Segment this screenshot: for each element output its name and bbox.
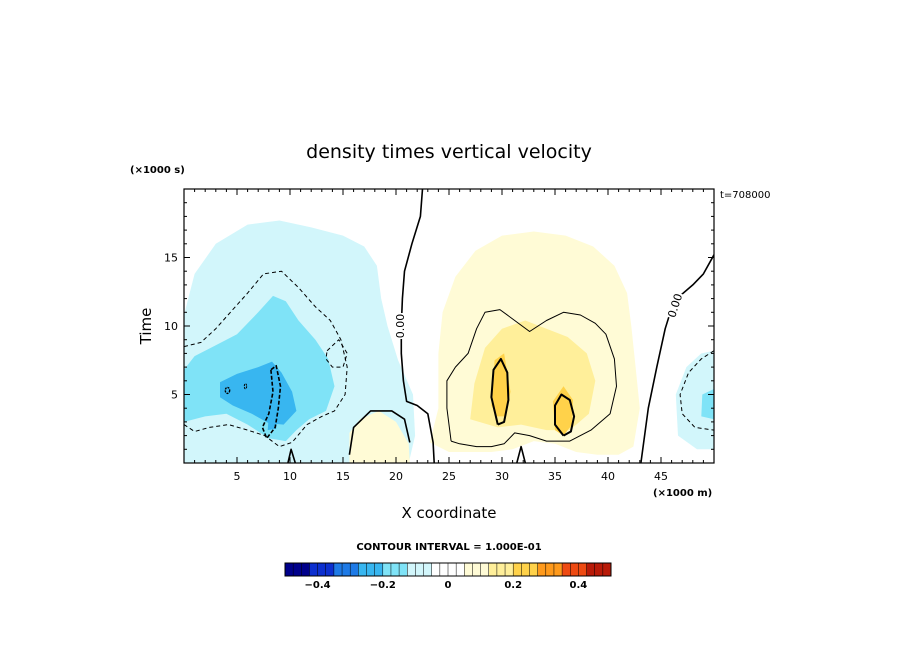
colorbar-frame [284, 562, 612, 577]
x-axis-unit: (×1000 m) [653, 488, 712, 499]
colorbar-swatch [570, 563, 579, 576]
neg-contour-ring [224, 386, 231, 395]
colorbar-swatch [423, 563, 432, 576]
colorbar-swatch [293, 563, 302, 576]
zero-contour-label-west: 0.00 [394, 313, 407, 339]
colorbar-tick-label: −0.4 [305, 580, 331, 591]
colorbar-swatch [407, 563, 416, 576]
y-tick-label: 15 [164, 252, 178, 265]
colorbar-swatch [529, 563, 538, 576]
colorbar-swatch [505, 563, 514, 576]
colorbar-tick-label: 0 [445, 580, 452, 591]
pos-contour-strong-west [490, 357, 510, 426]
x-tick-label: 30 [495, 470, 509, 483]
time-annotation: t=708000 [720, 190, 770, 201]
colorbar-swatch [366, 563, 375, 576]
x-axis-label: X coordinate [401, 504, 496, 522]
colorbar-swatch [578, 563, 587, 576]
zero-contour-west [400, 189, 435, 463]
colorbar-swatch [415, 563, 424, 576]
x-tick-label: 20 [389, 470, 403, 483]
colorbar-swatch [431, 563, 441, 576]
x-tick-label: 40 [601, 470, 615, 483]
x-tick-label: 45 [654, 470, 668, 483]
colorbar-swatch [448, 563, 457, 576]
colorbar-swatch [390, 563, 400, 576]
colorbar-swatch [480, 563, 490, 576]
contour-label-bg [394, 313, 406, 339]
colorbar-swatch [358, 563, 367, 576]
colorbar-swatch [594, 563, 604, 576]
neg-contour-strong [261, 364, 282, 440]
x-tick-label: 10 [283, 470, 297, 483]
neg-contour-ring [243, 383, 248, 390]
colorbar-tick-label: −0.2 [370, 580, 396, 591]
colorbar-swatch [342, 563, 351, 576]
contour-label-text: 0.00 [394, 314, 407, 339]
zero-contour-stub [516, 445, 527, 463]
chart-title: density times vertical velocity [306, 141, 592, 163]
colorbar-swatch [439, 563, 449, 576]
colorbar-swatch [374, 563, 384, 576]
colorbar-swatch [456, 563, 465, 576]
x-tick-label: 5 [234, 470, 241, 483]
colorbar-swatch [399, 563, 408, 576]
colorbar-swatch [350, 563, 359, 576]
contour-label-bg [665, 291, 684, 320]
colorbar-swatch [553, 563, 563, 576]
pos-contour-strong-east [554, 393, 576, 437]
colorbar-tick-label: 0.2 [504, 580, 522, 591]
colorbar-swatch [496, 563, 506, 576]
contour-fill-6 [357, 421, 402, 457]
y-tick-label: 10 [164, 320, 178, 333]
x-tick-label: 35 [548, 470, 562, 483]
contour-fill-12 [558, 397, 570, 428]
colorbar-swatch [521, 563, 530, 576]
contour-fill-15 [701, 389, 714, 420]
zero-contour-small-north [348, 410, 411, 455]
colorbar-swatch [545, 563, 555, 576]
colorbar-swatch [586, 563, 595, 576]
colorbar-swatch [309, 563, 318, 576]
colorbar-swatch [333, 563, 343, 576]
neg-contour-east [679, 350, 714, 431]
colorbar-swatch [325, 563, 335, 576]
neg-contour-west [184, 270, 348, 448]
colorbar-swatch [301, 563, 310, 576]
axes: 5 10 15 20 25 30 35 40 45 5 10 15 [164, 189, 714, 483]
neg-contour-inner [325, 339, 348, 368]
colorbar-swatch [537, 563, 547, 576]
colorbar-swatch [285, 563, 294, 576]
plot-area: 0.000.00 [183, 188, 715, 464]
colorbar-swatch [472, 563, 481, 576]
colorbar-swatch [513, 563, 522, 576]
colorbar-swatch [317, 563, 327, 576]
colorbar: −0.4 −0.2 0 0.2 0.4 [284, 562, 612, 591]
colorbar-tick-label: 0.4 [570, 580, 588, 591]
y-axis-unit: (×1000 s) [130, 165, 185, 176]
x-tick-label: 25 [442, 470, 456, 483]
x-tick-label: 15 [336, 470, 350, 483]
zero-contour-stub-2 [287, 448, 297, 463]
colorbar-swatch [602, 563, 612, 576]
pos-contour-outer [446, 309, 617, 448]
y-tick-label: 5 [171, 389, 178, 402]
colorbar-swatch [382, 563, 392, 576]
contour-interval-text: CONTOUR INTERVAL = 1.000E-01 [356, 542, 541, 553]
colorbar-swatch [488, 563, 498, 576]
contour-fill-4 [267, 371, 279, 431]
colorbar-swatch [562, 563, 571, 576]
colorbar-swatch [464, 563, 473, 576]
y-axis-label: Time [137, 308, 155, 346]
